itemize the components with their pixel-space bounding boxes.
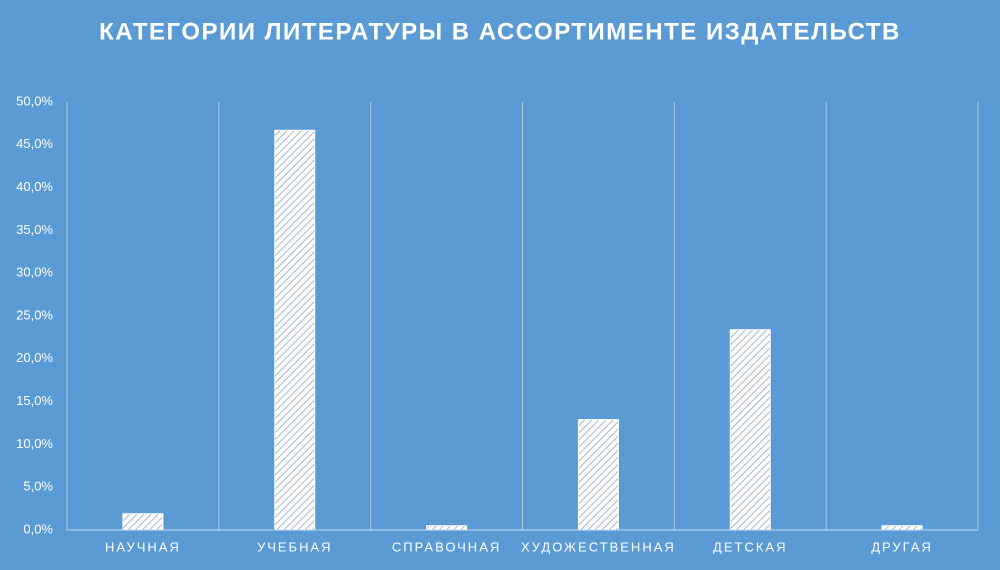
- bar: [426, 525, 468, 531]
- y-tick-label: 20,0%: [16, 350, 53, 365]
- x-tick-label: СПРАВОЧНАЯ: [392, 539, 501, 554]
- bar: [577, 419, 619, 531]
- bar: [122, 513, 164, 531]
- x-tick-label: ДЕТСКАЯ: [713, 539, 787, 554]
- chart-title: КАТЕГОРИИ ЛИТЕРАТУРЫ В АССОРТИМЕНТЕ ИЗДА…: [99, 18, 901, 45]
- y-tick-label: 25,0%: [16, 307, 53, 322]
- y-tick-label: 45,0%: [16, 136, 53, 151]
- x-tick-label: ДРУГАЯ: [871, 539, 933, 554]
- y-tick-label: 50,0%: [16, 93, 53, 108]
- y-tick-label: 15,0%: [16, 393, 53, 408]
- y-tick-label: 0,0%: [23, 521, 53, 536]
- bar: [274, 129, 316, 531]
- y-tick-label: 5,0%: [23, 479, 53, 494]
- x-tick-label: ХУДОЖЕСТВЕННАЯ: [521, 539, 676, 554]
- x-tick-label: УЧЕБНАЯ: [257, 539, 333, 554]
- y-tick-label: 10,0%: [16, 436, 53, 451]
- y-tick-label: 35,0%: [16, 222, 53, 237]
- y-tick-label: 30,0%: [16, 265, 53, 280]
- x-tick-label: НАУЧНАЯ: [105, 539, 181, 554]
- y-tick-label: 40,0%: [16, 179, 53, 194]
- bar: [881, 525, 923, 531]
- bar: [729, 329, 771, 531]
